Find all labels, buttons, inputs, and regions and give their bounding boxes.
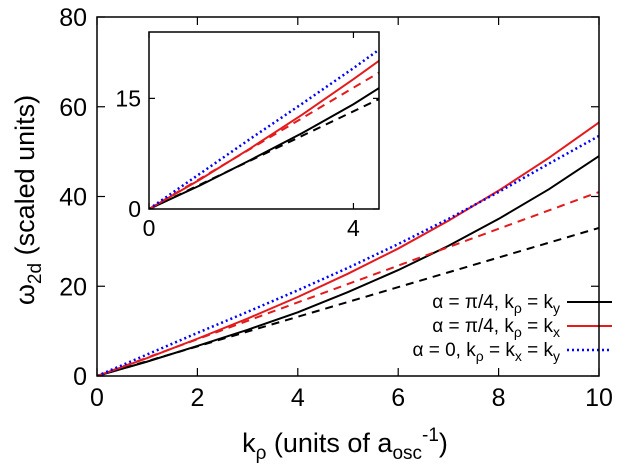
legend-label-1: α = π/4, kρ = ky xyxy=(432,292,560,316)
main-y-tick-label: 20 xyxy=(59,273,87,301)
legend-label-2: α = π/4, kρ = kx xyxy=(432,316,560,340)
inset-y-tick-label: 0 xyxy=(128,196,141,222)
main-y-tick-label: 40 xyxy=(59,184,87,212)
main-series-group xyxy=(97,121,599,376)
main-series-line-5 xyxy=(97,134,599,376)
y-axis-title: ω2d (scaled units) xyxy=(10,95,46,305)
main-series-line-4 xyxy=(97,191,599,376)
main-x-tick-label: 6 xyxy=(391,384,405,412)
inset-series-line-2 xyxy=(149,98,379,209)
inset-background xyxy=(149,32,379,209)
inset-x-tick-label: 4 xyxy=(347,215,360,241)
main-y-tick-label: 80 xyxy=(59,4,87,32)
main-x-tick-label: 2 xyxy=(190,384,204,412)
inset-series-line-5 xyxy=(149,48,379,209)
inset-y-tick-label: 15 xyxy=(115,85,141,111)
inset-series-line-4 xyxy=(149,71,379,209)
legend: α = π/4, kρ = ky α = π/4, kρ = kx α = 0,… xyxy=(412,292,612,364)
inset-frame xyxy=(148,31,380,210)
inset-x-tick-label: 0 xyxy=(143,215,156,241)
main-y-tick-label: 0 xyxy=(73,363,87,391)
inset-axis-ticks: 0 4 0 15 xyxy=(115,32,379,241)
inset-series-group xyxy=(149,48,379,209)
main-x-tick-label: 8 xyxy=(492,384,506,412)
main-y-tick-label: 60 xyxy=(59,94,87,122)
main-series-line-2 xyxy=(97,226,599,376)
main-x-tick-label: 10 xyxy=(585,384,613,412)
main-x-tick-label: 0 xyxy=(90,384,104,412)
main-x-tick-label: 4 xyxy=(291,384,305,412)
legend-label-3: α = 0, kρ = kx = ky xyxy=(412,340,560,364)
x-axis-title: kρ (units of aosc-1) xyxy=(242,425,448,464)
